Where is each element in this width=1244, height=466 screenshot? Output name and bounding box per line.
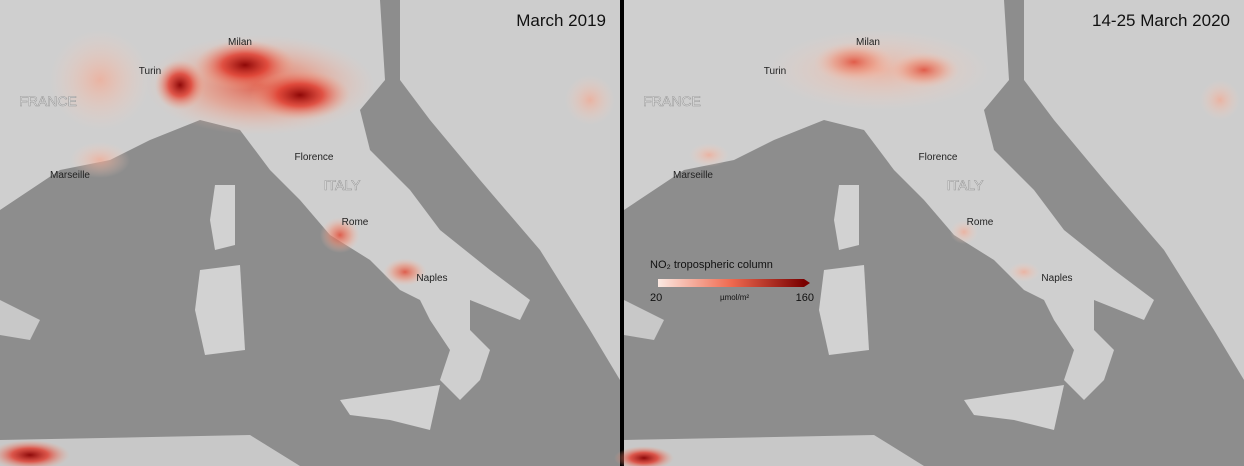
city-label: Naples (416, 273, 447, 284)
city-label: Milan (856, 37, 880, 48)
country-label: ITALY (947, 177, 984, 193)
city-label: Turin (764, 66, 786, 77)
city-label: Marseille (673, 170, 713, 181)
panel-title: March 2019 (516, 11, 606, 30)
city-label: Turin (139, 66, 161, 77)
legend-unit: µmol/m² (720, 293, 749, 302)
country-label: FRANCE (643, 93, 701, 109)
legend: NO₂ tropospheric column 20 µmol/m² 160 (650, 259, 814, 304)
city-label: Rome (967, 217, 994, 228)
scale-arrow (804, 279, 810, 287)
color-scale (658, 279, 804, 287)
country-label: FRANCE (19, 93, 77, 109)
city-label: Naples (1041, 273, 1072, 284)
legend-title: NO₂ tropospheric column (650, 259, 773, 271)
city-label: Rome (342, 217, 369, 228)
country-label: ITALY (324, 177, 361, 193)
city-label: Marseille (50, 170, 90, 181)
legend-max: 160 (796, 292, 814, 304)
panel-title: 14-25 March 2020 (1092, 11, 1230, 30)
city-label: Milan (228, 37, 252, 48)
panel-2020: 14-25 March 2020 Milan Turin FRANCE Mars… (614, 0, 1244, 466)
divider (620, 0, 624, 466)
city-label: Florence (919, 152, 958, 163)
legend-min: 20 (650, 292, 662, 304)
panel-2019: March 2019 Milan Turin FRANCE Marseille … (0, 0, 620, 466)
city-label: Florence (295, 152, 334, 163)
